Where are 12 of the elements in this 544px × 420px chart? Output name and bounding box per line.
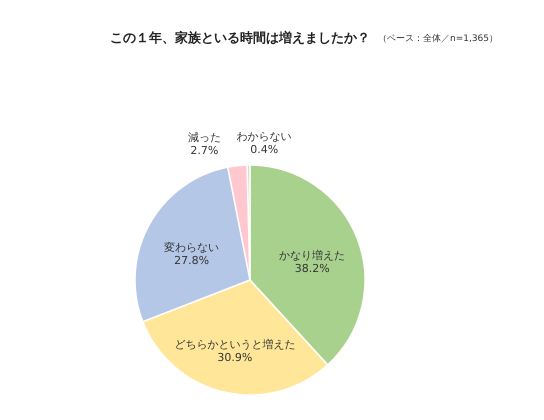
chart-title: この１年、家族といる時間は増えましたか？ [110, 30, 370, 46]
slice-label: かなり増えた [279, 248, 346, 262]
data-label: 0.4% [250, 143, 278, 156]
text: （ベース：全体／n=1,365） [378, 33, 498, 44]
slice-label: 変わらない [164, 240, 220, 254]
data-label: 2.7% [190, 144, 218, 157]
data-label: 30.9% [217, 350, 252, 364]
slice-label: 減った [188, 130, 221, 144]
slice-label: わからない [236, 130, 292, 144]
slice-label: どちらかというと増えた [174, 338, 296, 351]
data-label: 38.2% [294, 262, 330, 275]
data-label: 27.8% [174, 254, 210, 267]
